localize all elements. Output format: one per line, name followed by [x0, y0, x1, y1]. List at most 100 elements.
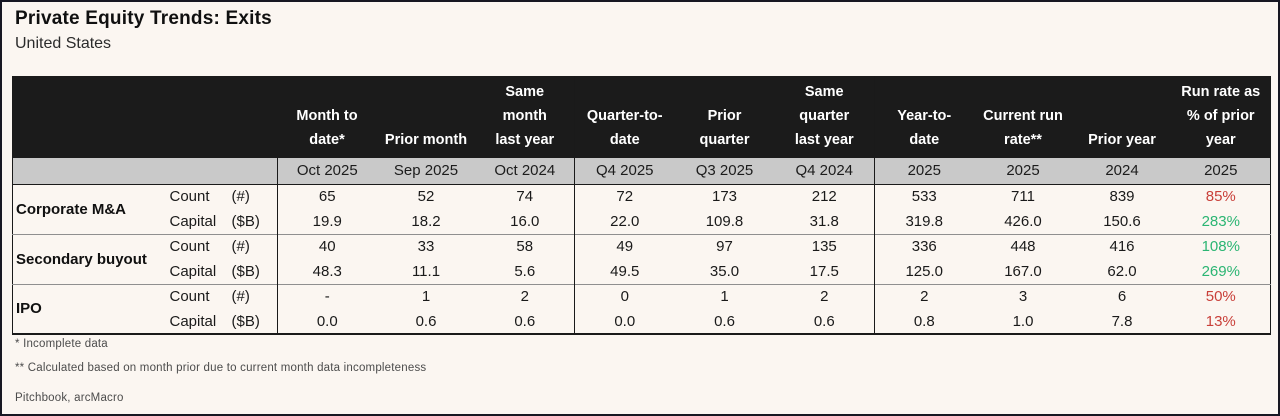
- page-title: Private Equity Trends: Exits: [15, 8, 272, 29]
- column-header: Prior month: [376, 76, 476, 159]
- table-body: Corporate M&A Count (#) 65 52 74 72 173 212 533 71…: [12, 184, 1271, 335]
- value-cell: 18.2: [411, 212, 441, 230]
- value-cell: 533: [911, 188, 937, 206]
- value-cell: 74: [475, 184, 575, 210]
- value-cell: 48.3: [312, 262, 342, 280]
- value-cell: 212: [774, 184, 875, 210]
- metric-label: Count: [169, 188, 210, 206]
- value-cell: 416: [1072, 233, 1172, 260]
- table-row: Corporate M&A Count (#) 65 52 74 72 173 212 533 71…: [13, 184, 1271, 218]
- run-rate-cell: 283%: [1201, 212, 1240, 230]
- table-header: Month to date* Prior month Same month last…: [12, 76, 1271, 185]
- unit-label: (#): [230, 283, 278, 310]
- value-cell: 49: [574, 233, 675, 260]
- value-cell: 167.0: [1004, 262, 1042, 280]
- metric-label: Capital: [169, 262, 217, 280]
- value-cell: 17.5: [774, 259, 875, 285]
- metric-label: Capital: [169, 312, 217, 330]
- value-cell: 0.6: [774, 309, 875, 335]
- value-cell: 0.6: [415, 312, 437, 330]
- group-label: IPO: [12, 283, 163, 335]
- period-row-spacer: [12, 158, 278, 185]
- period-cell: 2025: [874, 158, 974, 185]
- period-cell: Q3 2025: [674, 158, 775, 185]
- value-cell: 711: [1011, 188, 1035, 206]
- column-header: Same month last year: [475, 76, 575, 159]
- unit-label: ($B): [230, 209, 278, 235]
- period-cell: 2024: [1072, 158, 1172, 185]
- table-row: Capital ($B) 0.0 0.6 0.6 0.0 0.6 0.6 0.8 1.0 7.8 13…: [13, 309, 1271, 335]
- value-cell: 319.8: [905, 212, 944, 230]
- run-rate-cell: 85%: [1205, 188, 1236, 206]
- table-row: Capital ($B) 48.3 11.1 5.6 49.5 35.0 17.5 125.0 1…: [13, 259, 1271, 285]
- value-cell: 2: [774, 283, 875, 310]
- run-rate-cell: 269%: [1201, 262, 1240, 280]
- value-cell: 448: [973, 233, 1073, 260]
- value-cell: 62.0: [1107, 262, 1137, 280]
- value-cell: 0.0: [614, 312, 636, 330]
- value-cell: 11.1: [411, 262, 441, 280]
- period-cell: 2025: [973, 158, 1073, 185]
- value-cell: 49.5: [610, 262, 640, 280]
- value-cell: 33: [376, 233, 476, 260]
- run-rate-cell: 108%: [1171, 233, 1271, 260]
- metric-label: Capital: [169, 212, 217, 230]
- value-cell: 19.9: [312, 212, 342, 230]
- value-cell: 31.8: [774, 209, 875, 235]
- unit-label: ($B): [230, 259, 278, 285]
- value-cell: 0.6: [714, 312, 735, 330]
- value-cell: 16.0: [475, 209, 575, 235]
- value-cell: 40: [277, 233, 377, 260]
- unit-label: (#): [230, 233, 278, 260]
- value-cell: 426.0: [1004, 212, 1042, 230]
- period-cell: Sep 2025: [376, 158, 476, 185]
- period-cell: Oct 2024: [475, 158, 575, 185]
- value-cell: 1.0: [1012, 312, 1034, 330]
- value-cell: 5.6: [475, 259, 575, 285]
- group-label: Secondary buyout: [12, 233, 163, 285]
- value-cell: 35.0: [709, 262, 740, 280]
- value-cell: 58: [475, 233, 575, 260]
- column-header: Current run rate**: [973, 76, 1073, 159]
- value-cell: 52: [417, 188, 435, 206]
- value-cell: 22.0: [610, 212, 640, 230]
- column-header: Year-to- date: [874, 76, 974, 159]
- unit-label: ($B): [230, 309, 278, 335]
- table-row: IPO Count (#) -1 2 0 1 2 2 3 6 50%: [12, 283, 1271, 335]
- value-cell: 0: [574, 283, 675, 310]
- value-cell: 3: [973, 283, 1073, 310]
- unit-label: (#): [230, 184, 278, 210]
- value-cell: 2: [475, 283, 575, 310]
- value-cell: 135: [774, 233, 875, 260]
- run-rate-cell: 50%: [1171, 283, 1271, 310]
- group-label: Corporate M&A: [16, 200, 127, 218]
- value-cell: -: [277, 283, 377, 310]
- page-subtitle: United States: [15, 35, 112, 52]
- value-cell: 336: [874, 233, 974, 260]
- value-cell: 1: [376, 283, 476, 310]
- value-cell: 97: [674, 233, 775, 260]
- value-cell: 2: [874, 283, 974, 310]
- value-cell: 173: [711, 188, 738, 206]
- source-attribution: Pitchbook, arcMacro: [15, 392, 124, 404]
- header-corner-spacer: [12, 76, 278, 159]
- column-header: Same quarter last year: [774, 76, 875, 159]
- period-cell: Oct 2025: [277, 158, 377, 185]
- value-cell: 839: [1109, 188, 1135, 206]
- value-cell: 150.6: [1103, 212, 1141, 230]
- value-cell: 65: [318, 188, 336, 206]
- value-cell: 0.0: [316, 312, 338, 330]
- value-cell: 125.0: [905, 262, 944, 280]
- value-cell: 72: [616, 188, 634, 206]
- value-cell: 109.8: [705, 212, 744, 230]
- exits-table: Month to date* Prior month Same month last…: [12, 76, 1271, 336]
- value-cell: 7.8: [1111, 312, 1133, 330]
- value-cell: 1: [674, 283, 775, 310]
- value-cell: 0.6: [475, 309, 575, 335]
- column-header: Quarter-to- date: [574, 76, 675, 159]
- column-header: Run rate as % of prior year: [1171, 76, 1271, 159]
- period-cell: 2025: [1171, 158, 1271, 185]
- footnote-run-rate-method: ** Calculated based on month prior due t…: [15, 362, 427, 374]
- value-cell: 0.8: [913, 312, 935, 330]
